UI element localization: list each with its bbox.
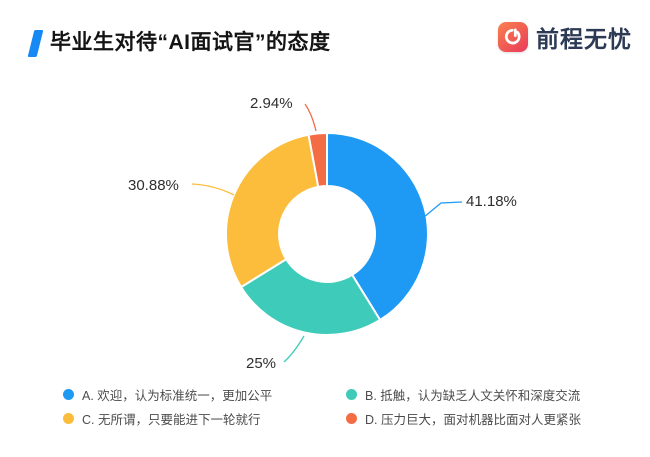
brand-logo: 前程无忧 [498,20,632,54]
legend-item-a: A. 欢迎，认为标准统一，更加公平 [63,385,346,404]
legend-label-a: A. 欢迎，认为标准统一，更加公平 [82,389,273,403]
chart-legend: A. 欢迎，认为标准统一，更加公平 B. 抵触，认为缺乏人文关怀和深度交流 C.… [63,385,623,428]
data-label-b: 25% [246,355,277,372]
legend-label-c: C. 无所谓，只要能进下一轮就行 [82,413,261,427]
data-label-a: 41.18% [466,193,517,210]
legend-swatch-b [346,389,357,400]
leader-line-a [423,201,463,218]
donut-slice-a [326,132,429,321]
donut-slice-b [240,258,382,336]
leader-line-c [191,183,235,196]
donut-slice-c [225,133,320,289]
legend-item-d: D. 压力巨大，面对机器比面对人更紧张 [346,409,623,428]
data-label-d: 2.94% [250,95,293,112]
legend-swatch-d [346,413,357,424]
legend-label-d: D. 压力巨大，面对机器比面对人更紧张 [365,413,581,427]
legend-swatch-c [63,413,74,424]
legend-item-b: B. 抵触，认为缺乏人文关怀和深度交流 [346,385,623,404]
page-title: 毕业生对待“AI面试官”的态度 [50,31,331,54]
data-label-c: 30.88% [128,177,179,194]
brand-hand-icon [498,22,528,52]
leader-line-d [304,103,317,132]
legend-item-c: C. 无所谓，只要能进下一轮就行 [63,409,346,428]
leader-line-b [283,335,305,363]
legend-label-b: B. 抵触，认为缺乏人文关怀和深度交流 [365,389,581,403]
brand-logo-text: 前程无忧 [536,26,632,52]
legend-swatch-a [63,389,74,400]
